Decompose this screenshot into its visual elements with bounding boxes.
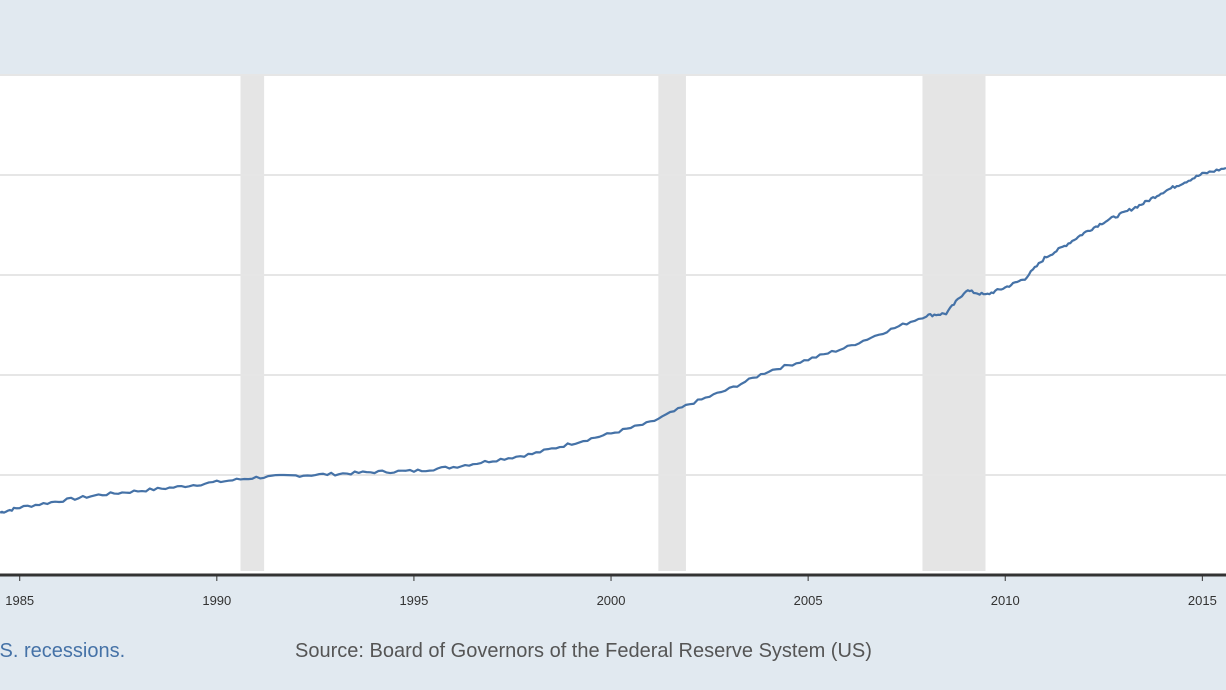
recession-band-3: [922, 75, 985, 571]
source-note: Source: Board of Governors of the Federa…: [295, 640, 872, 663]
recession-band-2: [658, 75, 686, 571]
x-tick-label: 2005: [794, 593, 823, 608]
x-tick-label: 2000: [597, 593, 626, 608]
plot-area: [0, 75, 1226, 575]
x-tick-label: 1990: [202, 593, 231, 608]
recession-band-1: [240, 75, 264, 571]
x-tick-label: 2010: [991, 593, 1020, 608]
recessions-link[interactable]: .S. recessions.: [0, 640, 125, 663]
x-tick-label: 2015: [1188, 593, 1217, 608]
x-tick-label: 1985: [5, 593, 34, 608]
chart: 1985 1990 1995 2000 2005 2010 2015: [0, 0, 1226, 690]
x-tick-label: 1995: [399, 593, 428, 608]
x-axis-ticks: 1985 1990 1995 2000 2005 2010 2015: [5, 575, 1217, 608]
